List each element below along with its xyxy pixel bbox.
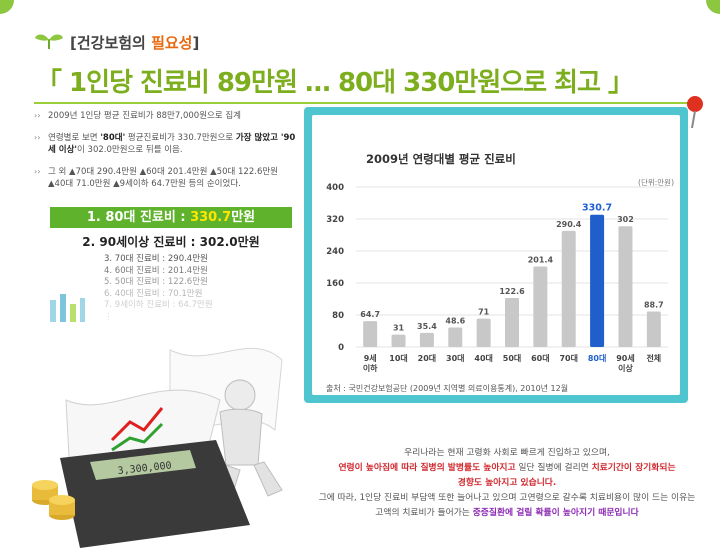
- y-tick-label: 80: [332, 311, 344, 321]
- chart-title: 2009년 연령대별 평균 진료비: [366, 152, 516, 166]
- y-tick-label: 160: [326, 279, 344, 289]
- bullet-item: ›› 그 외 ▲70대 290.4만원 ▲60대 201.4만원 ▲50대 122…: [34, 167, 278, 189]
- double-chevron-icon: ››: [34, 111, 41, 120]
- rank-list: 3. 70대 진료비 : 290.4만원 4. 60대 진료비 : 201.4만…: [104, 254, 274, 323]
- bullet-item: ›› 연령별로 보면 '80대' 평균진료비가 330.7만원으로 가장 많았고 …: [34, 133, 296, 155]
- x-tick-label: 9세 이하: [363, 353, 378, 373]
- x-tick-label: 10대: [389, 353, 408, 363]
- pushpin-icon: [687, 96, 703, 129]
- summary-bullets: ›› 2009년 1인당 평균 진료비가 88만7,000원으로 집계 ›› 연령별…: [34, 110, 296, 200]
- data-label: 330.7: [582, 203, 612, 214]
- bar: [618, 226, 633, 347]
- bar: [533, 266, 548, 347]
- x-tick-label: 30대: [446, 353, 465, 363]
- y-tick-label: 400: [326, 183, 344, 193]
- rank-2-label: 2. 90세이상 진료비 : 302.0만원: [82, 235, 260, 249]
- y-tick-label: 240: [326, 247, 344, 257]
- bar: [590, 214, 605, 347]
- x-tick-label: 60대: [531, 353, 550, 363]
- x-tick-label: 80대: [588, 353, 607, 363]
- calculator-icon: 3,300,000: [60, 440, 250, 548]
- rank-list-item: 5. 50대 진료비 : 122.6만원: [104, 277, 208, 287]
- rank-list-item: 4. 60대 진료비 : 201.4만원: [104, 265, 208, 276]
- rank-1-banner: 1. 80대 진료비 : 330.7만원: [50, 207, 292, 228]
- rank-list-item: 7. 9세이하 진료비 : 64.7만원: [104, 300, 213, 310]
- y-tick-label: 320: [326, 215, 344, 225]
- y-tick-label: 0: [338, 343, 344, 353]
- x-tick-label: 40대: [474, 353, 493, 363]
- explanation-text: 우리나라는 현재 고령화 사회로 빠르게 진입하고 있으며, 연령이 높아짐에 …: [302, 446, 712, 521]
- sprout-icon: [35, 34, 63, 49]
- building-icon: [50, 294, 85, 322]
- divider: [34, 102, 689, 104]
- data-label: 35.4: [417, 322, 437, 331]
- bar: [448, 327, 463, 347]
- x-tick-label: 50대: [503, 353, 522, 363]
- double-chevron-icon: ››: [34, 133, 41, 142]
- bar: [363, 321, 378, 347]
- chart-source: 출처 : 국민건강보험공단 (2009년 지역별 의료이용통계), 2010년 …: [326, 383, 568, 393]
- chart-card: 2009년 연령대별 평균 진료비 (단위:만원) 0 80 160 240 320 40…: [304, 107, 688, 403]
- note-line: 연령이 높아짐에 따라 질병의 발병률도 높아지고 일단 질병에 걸리면 치료기…: [338, 463, 676, 473]
- bar: [561, 230, 576, 347]
- bar: [505, 297, 519, 347]
- chart-panel: 2009년 연령대별 평균 진료비 (단위:만원) 0 80 160 240 320 40…: [312, 115, 680, 395]
- x-tick-label: 90세 이상: [616, 353, 635, 373]
- rank-list-more: ⋮: [104, 311, 113, 322]
- bar-chart: 2009년 연령대별 평균 진료비 (단위:만원) 0 80 160 240 320 40…: [326, 152, 674, 393]
- rank-list-item: 6. 40대 진료비 : 70.1만원: [104, 288, 203, 299]
- note-line: 그에 따라, 1인당 진료비 부담액 또한 늘어나고 있으며 고연령으로 갈수록…: [318, 493, 696, 503]
- corner-decoration-right: [706, 0, 720, 14]
- x-tick-label: 70대: [559, 353, 578, 363]
- x-tick-label: 전체: [646, 353, 661, 363]
- data-label: 48.6: [445, 317, 465, 326]
- data-label: 64.7: [360, 310, 380, 319]
- data-label: 71: [478, 308, 490, 317]
- double-chevron-icon: ››: [34, 167, 41, 176]
- data-label: 88.7: [644, 301, 664, 310]
- bar: [419, 332, 434, 347]
- bar: [476, 318, 491, 347]
- bar: [646, 311, 661, 347]
- x-tick-label: 20대: [418, 353, 437, 363]
- data-label: 302: [617, 215, 634, 224]
- bullet-item: ›› 2009년 1인당 평균 진료비가 88만7,000원으로 집계: [34, 111, 242, 121]
- data-label: 290.4: [556, 220, 582, 229]
- page-headline: 「 1인당 진료비 89만원 … 80대 330만원으로 최고 」: [36, 68, 634, 98]
- bar: [391, 334, 406, 347]
- note-line: 우리나라는 현재 고령화 사회로 빠르게 진입하고 있으며,: [404, 448, 610, 458]
- section-label: [건강보험의 필요성]: [70, 34, 200, 52]
- calculator-illustration: 3,300,000: [32, 294, 283, 548]
- data-label: 122.6: [499, 287, 525, 296]
- rank-list-item: 3. 70대 진료비 : 290.4만원: [104, 254, 208, 264]
- corner-decoration-left: [0, 0, 14, 14]
- note-line: 고액의 치료비가 들어가는 중증질환에 걸릴 확률이 높아지기 때문입니다: [375, 508, 639, 518]
- data-label: 201.4: [528, 255, 554, 264]
- chart-unit: (단위:만원): [638, 177, 674, 187]
- data-label: 31: [393, 324, 405, 333]
- coins-icon: [32, 480, 75, 520]
- note-line: 경향도 높아지고 있습니다.: [457, 478, 557, 488]
